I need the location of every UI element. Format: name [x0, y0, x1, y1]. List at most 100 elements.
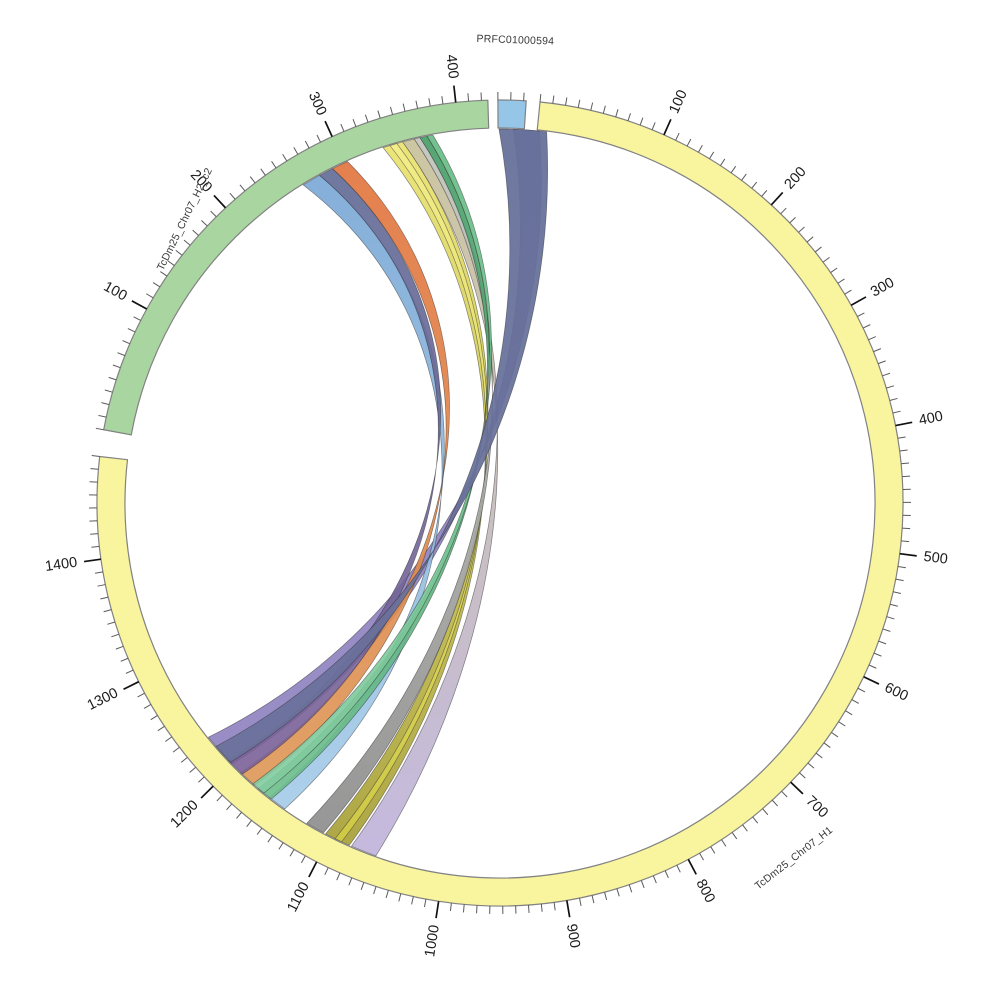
tick-minor [761, 190, 768, 197]
tick-minor [183, 239, 191, 246]
tick-minor [615, 109, 619, 118]
tick-minor [157, 725, 165, 732]
tick-minor [721, 839, 727, 847]
tick-minor [133, 316, 141, 321]
tick-minor [198, 776, 205, 783]
tick-minor [389, 106, 394, 115]
tick-minor [107, 621, 116, 625]
tick-minor [527, 904, 530, 914]
tick-minor [652, 875, 657, 884]
tick-minor [293, 147, 299, 155]
tick-minor [627, 113, 631, 122]
tick-minor [616, 888, 620, 897]
tick-major [899, 552, 917, 557]
tick-minor [780, 207, 787, 215]
tick-minor [91, 455, 100, 457]
tick-minor [192, 229, 199, 236]
tick-minor [103, 609, 112, 613]
tick-minor [150, 715, 158, 721]
tick-minor [137, 692, 145, 698]
tick-minor [122, 340, 131, 345]
tick-minor [868, 336, 876, 341]
tick-label: 1200 [168, 797, 202, 831]
tick-label: 1400 [44, 555, 78, 575]
tick-minor [377, 110, 381, 119]
tick-minor [845, 710, 853, 716]
tick-minor [441, 96, 444, 105]
tick-minor [324, 867, 329, 875]
tick-minor [604, 892, 608, 901]
tick-minor [104, 389, 113, 393]
tick-minor [899, 449, 908, 452]
tick-minor [902, 475, 911, 478]
tick-minor [822, 256, 830, 263]
tick-minor [830, 267, 838, 273]
tick-minor [246, 820, 253, 827]
tick-minor [886, 616, 895, 620]
tick-minor [108, 376, 117, 381]
tick-minor [236, 811, 242, 819]
ribbon-olive-stripe [334, 143, 488, 843]
tick-minor [90, 533, 99, 535]
tick-minor [579, 897, 582, 907]
tick-label: 100 [666, 88, 690, 117]
tick-minor [415, 100, 419, 109]
tick-minor [751, 181, 758, 189]
tick-minor [591, 895, 595, 904]
tick-minor [304, 140, 310, 149]
ribbon-slate-wide [215, 128, 548, 763]
tick-major [213, 194, 227, 209]
tick-minor [806, 236, 814, 243]
tick-minor [256, 827, 263, 835]
tick-minor [565, 97, 568, 106]
tick-minor [590, 102, 594, 111]
tick-minor [260, 168, 266, 176]
tick-minor [857, 312, 865, 318]
tick-minor [868, 664, 877, 669]
tick-minor [249, 176, 256, 184]
tick-minor [201, 220, 208, 227]
tick-minor [336, 872, 341, 881]
tick-minor [216, 794, 223, 802]
tick-major [863, 675, 880, 685]
tick-minor [815, 752, 823, 759]
tick-major [200, 785, 214, 799]
tick-minor [112, 364, 121, 369]
tick-minor [300, 855, 306, 864]
tick-minor [316, 134, 321, 143]
tick-minor [539, 93, 542, 103]
tick-minor [189, 766, 197, 773]
tick-minor [901, 540, 910, 543]
tick-minor [886, 385, 895, 389]
tick-minor [882, 372, 891, 377]
tick-minor [467, 93, 470, 102]
tick-minor [402, 103, 406, 112]
tick-minor [862, 324, 871, 329]
tick-minor [771, 799, 779, 807]
tick-minor [348, 877, 353, 886]
tick-minor [352, 118, 357, 127]
tick-minor [892, 410, 901, 414]
tick-minor [664, 870, 669, 879]
tick-minor [640, 880, 645, 889]
tick-minor [115, 645, 124, 650]
tick-minor [100, 596, 109, 600]
tick-minor [901, 462, 910, 465]
tick-minor [146, 293, 154, 299]
tick-minor [857, 687, 866, 693]
tick-minor [229, 192, 236, 200]
tick-minor [676, 864, 681, 873]
tick-minor [423, 899, 427, 908]
tick-minor [553, 902, 556, 911]
tick-minor [117, 352, 126, 357]
tick-minor [282, 153, 288, 162]
tick-minor [799, 772, 806, 779]
tick-minor [814, 246, 822, 253]
tick-minor [877, 360, 886, 365]
tick-minor [97, 584, 106, 587]
tick-label: 1000 [422, 924, 443, 958]
tick-minor [98, 414, 107, 418]
tick-major [324, 120, 333, 137]
